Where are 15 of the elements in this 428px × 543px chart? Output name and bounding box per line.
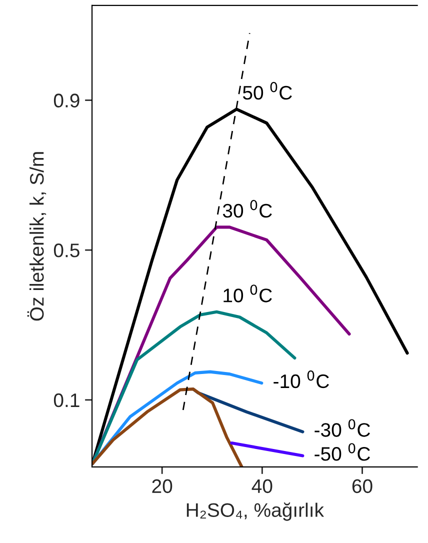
series-label: -30 $^{0}$C — [314, 419, 370, 437]
series-label: 50 $^{0}$C — [242, 82, 292, 100]
y-tick-label: 0.1 — [54, 393, 80, 408]
series-label: -50 $^{0}$C — [314, 443, 370, 461]
x-axis-title: H₂SO₄, %ağırlık — [186, 502, 324, 521]
series-label: 10 $^{0}$C — [224, 284, 272, 302]
x-tick-label: 40 — [252, 479, 272, 494]
line-series — [92, 388, 244, 467]
x-tick-label: 20 — [152, 479, 172, 494]
x-tick-label: 60 — [352, 479, 372, 494]
series-label: -10 $^{0}$C — [274, 370, 329, 388]
y-axis-title: Öz iletkenlik, k, S/m — [27, 152, 46, 321]
y-tick-label: 0.5 — [54, 244, 80, 258]
series-label: 30 $^{0}$C — [222, 200, 272, 218]
y-tick-label: 0.9 — [54, 94, 80, 108]
